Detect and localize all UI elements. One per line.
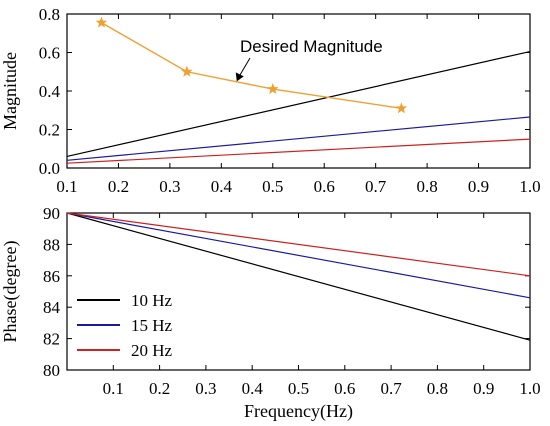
x-tick-label: 0.3 — [195, 379, 216, 398]
magnitude-panel: 0.1 0.2 0.3 0.4 0.5 0.6 0.7 0.8 0.9 1.0 0.0 0.2 0.4 0… — [0, 5, 541, 196]
x-tick-label: 0.6 — [314, 177, 335, 196]
series-line-20-hz — [66, 212, 531, 277]
x-tick-label: 0.2 — [149, 379, 170, 398]
x-tick-label: 0.7 — [365, 177, 387, 196]
x-tick-label: 0.6 — [334, 379, 355, 398]
series-line-desired-magnitude — [101, 22, 402, 110]
annotation-arrowhead — [235, 72, 244, 82]
series-point-desired-magnitude — [267, 83, 279, 94]
y-tick-label: 0.2 — [39, 121, 60, 140]
y-tick-label: 0.6 — [39, 44, 60, 63]
x-tick-label: 0.4 — [211, 177, 233, 196]
annotation-arrow — [239, 57, 251, 76]
x-tick-label: 0.1 — [56, 177, 77, 196]
x-axis-title: Frequency(Hz) — [244, 401, 353, 422]
x-tick-label: 0.5 — [262, 177, 283, 196]
x-tick-label: 0.9 — [473, 379, 494, 398]
y-axis-title: Phase(degree) — [0, 241, 21, 343]
y-tick-label: 84 — [43, 298, 61, 317]
series-line-15-hz — [66, 212, 531, 299]
x-tick-label: 0.4 — [242, 379, 264, 398]
series-line-10-hz — [66, 212, 531, 341]
series-line-10-hz — [66, 50, 531, 158]
y-tick-label: 0.0 — [39, 159, 60, 178]
x-tick-label: 0.1 — [103, 379, 124, 398]
series-point-desired-magnitude — [395, 102, 408, 114]
legend: 10 Hz 15 Hz 20 Hz — [77, 291, 173, 360]
y-axis-title: Magnitude — [0, 52, 20, 130]
y-tick-label: 0.8 — [39, 5, 60, 24]
series-line-20-hz — [66, 138, 531, 164]
x-tick-label: 1.0 — [519, 177, 540, 196]
y-tick-label: 80 — [43, 361, 60, 380]
series-point-desired-magnitude — [95, 16, 108, 28]
x-tick-label: 0.7 — [380, 379, 402, 398]
x-tick-label: 0.3 — [159, 177, 180, 196]
x-tick-label: 0.9 — [468, 177, 489, 196]
y-tick-label: 86 — [43, 267, 60, 286]
x-tick-label: 0.5 — [288, 379, 309, 398]
legend-label: 20 Hz — [131, 341, 173, 360]
legend-label: 10 Hz — [131, 291, 173, 310]
annotation-label: Desired Magnitude — [240, 37, 383, 56]
x-tick-label: 0.8 — [427, 379, 448, 398]
y-tick-label: 88 — [43, 235, 60, 254]
x-tick-label: 0.2 — [108, 177, 129, 196]
x-tick-label: 1.0 — [519, 379, 540, 398]
phase-panel: 0.1 0.2 0.3 0.4 0.5 0.6 0.7 0.8 0.9 1.0 80 82 84 86 88… — [0, 204, 541, 422]
series-line-15-hz — [66, 116, 531, 161]
legend-label: 15 Hz — [131, 316, 173, 335]
y-tick-label: 90 — [43, 204, 60, 223]
y-tick-label: 82 — [43, 330, 60, 349]
y-tick-label: 0.4 — [39, 82, 61, 101]
series-point-desired-magnitude — [181, 65, 193, 77]
x-tick-label: 0.8 — [416, 177, 437, 196]
